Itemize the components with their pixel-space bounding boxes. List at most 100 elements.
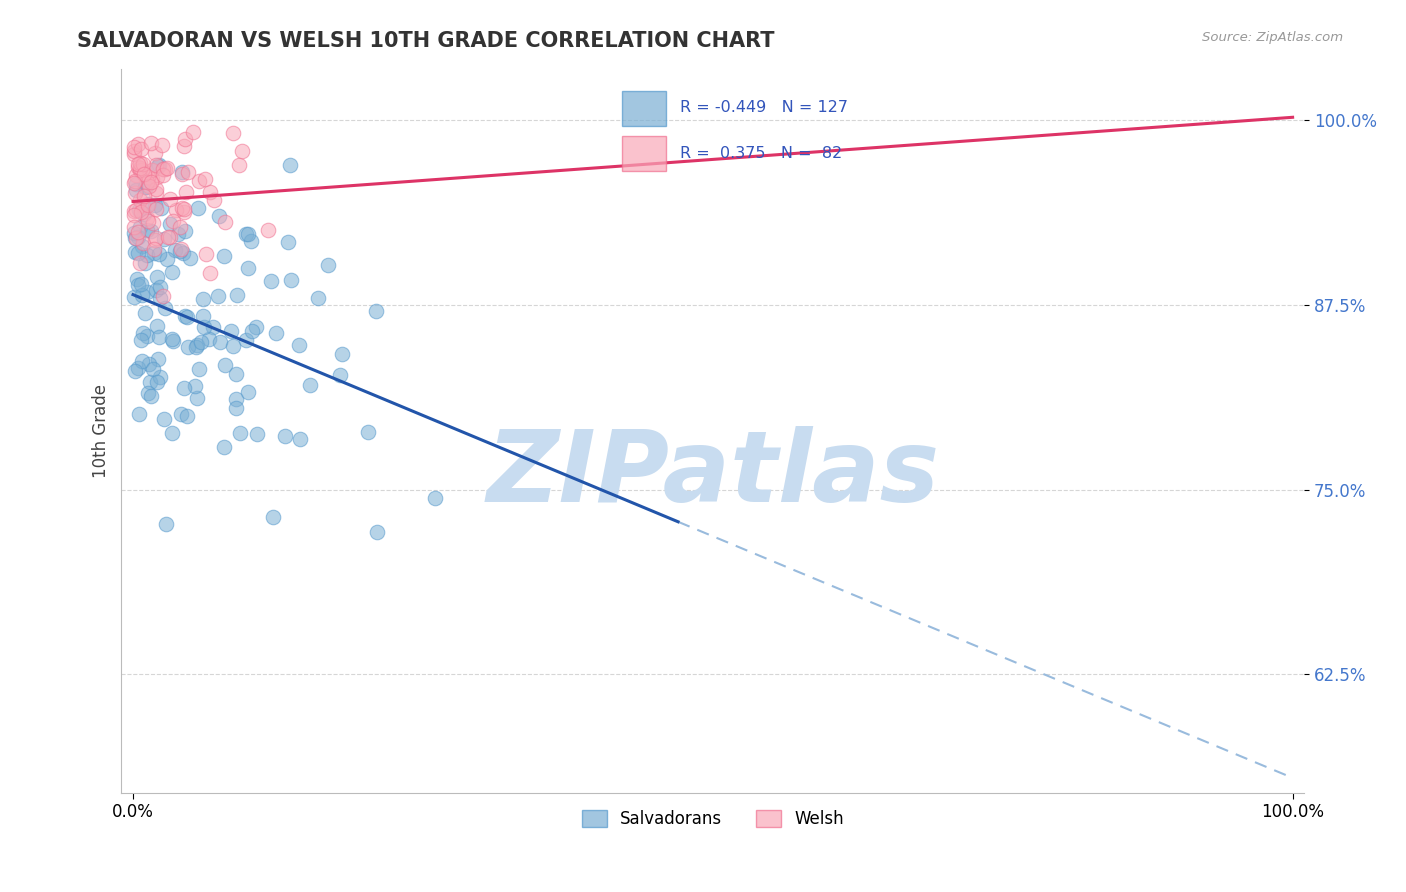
- Point: [231, 144, 253, 158]
- Point: [135, 211, 157, 226]
- Point: [146, 169, 169, 184]
- Point: [150, 138, 173, 153]
- Point: [138, 214, 160, 228]
- Point: [225, 392, 247, 406]
- Point: [186, 391, 208, 405]
- Point: [138, 386, 160, 401]
- Point: [166, 227, 188, 241]
- Point: [316, 258, 339, 272]
- Point: [152, 168, 174, 182]
- Point: [153, 412, 176, 426]
- Point: [159, 229, 181, 244]
- Point: [127, 361, 149, 376]
- Point: [174, 132, 197, 146]
- Point: [132, 199, 155, 213]
- Point: [364, 304, 387, 318]
- Point: [148, 330, 170, 344]
- Point: [141, 163, 163, 178]
- Point: [132, 156, 155, 170]
- Point: [173, 204, 195, 219]
- Point: [174, 185, 197, 199]
- Point: [366, 525, 388, 540]
- Point: [132, 207, 155, 221]
- Point: [176, 409, 198, 424]
- Point: [136, 198, 159, 212]
- Point: [122, 176, 145, 190]
- Point: [129, 163, 152, 178]
- Point: [423, 491, 446, 505]
- Point: [240, 324, 263, 338]
- Point: [160, 425, 183, 440]
- Point: [124, 231, 146, 245]
- Point: [129, 205, 152, 219]
- Point: [128, 161, 150, 175]
- Point: [246, 426, 269, 441]
- Point: [122, 226, 145, 240]
- Point: [152, 231, 174, 245]
- Point: [132, 189, 155, 203]
- Point: [132, 167, 155, 181]
- Point: [287, 338, 309, 352]
- Point: [160, 332, 183, 346]
- Point: [135, 180, 157, 194]
- Point: [162, 265, 184, 279]
- Point: [179, 252, 201, 266]
- Point: [173, 202, 195, 217]
- Point: [149, 369, 172, 384]
- Point: [177, 165, 200, 179]
- Point: [221, 339, 243, 353]
- Point: [125, 177, 148, 191]
- Point: [225, 288, 247, 302]
- Point: [124, 220, 146, 235]
- Point: [329, 368, 352, 382]
- Point: [307, 291, 329, 305]
- Point: [212, 249, 235, 263]
- Point: [186, 340, 208, 354]
- Point: [235, 333, 257, 347]
- Point: [208, 209, 231, 223]
- Point: [129, 333, 152, 347]
- Point: [152, 289, 174, 303]
- Point: [128, 203, 150, 218]
- Point: [124, 290, 146, 304]
- Point: [155, 161, 177, 176]
- Y-axis label: 10th Grade: 10th Grade: [93, 384, 110, 477]
- Point: [134, 180, 156, 194]
- Point: [207, 289, 229, 303]
- Point: [274, 429, 297, 443]
- Point: [159, 192, 181, 206]
- Point: [198, 186, 221, 200]
- Point: [122, 203, 145, 218]
- Point: [143, 198, 166, 212]
- Point: [122, 208, 145, 222]
- Point: [145, 186, 167, 200]
- Point: [125, 168, 148, 182]
- Point: [159, 217, 181, 231]
- Point: [131, 238, 153, 252]
- Point: [148, 158, 170, 172]
- Point: [193, 310, 215, 324]
- Point: [202, 193, 225, 207]
- Point: [141, 136, 163, 151]
- Point: [170, 167, 193, 181]
- Point: [156, 252, 179, 266]
- Point: [172, 245, 194, 260]
- Point: [173, 381, 195, 395]
- Point: [162, 214, 184, 228]
- Point: [129, 193, 152, 207]
- Point: [194, 247, 217, 261]
- Point: [124, 364, 146, 378]
- Point: [225, 367, 247, 381]
- Point: [139, 224, 162, 238]
- Point: [141, 172, 163, 186]
- Point: [127, 136, 149, 151]
- Point: [127, 157, 149, 171]
- Point: [128, 408, 150, 422]
- Point: [222, 127, 245, 141]
- Point: [129, 256, 152, 270]
- Point: [169, 244, 191, 259]
- Point: [143, 242, 166, 256]
- Legend: Salvadorans, Welsh: Salvadorans, Welsh: [575, 804, 851, 835]
- Point: [125, 231, 148, 245]
- Point: [125, 202, 148, 217]
